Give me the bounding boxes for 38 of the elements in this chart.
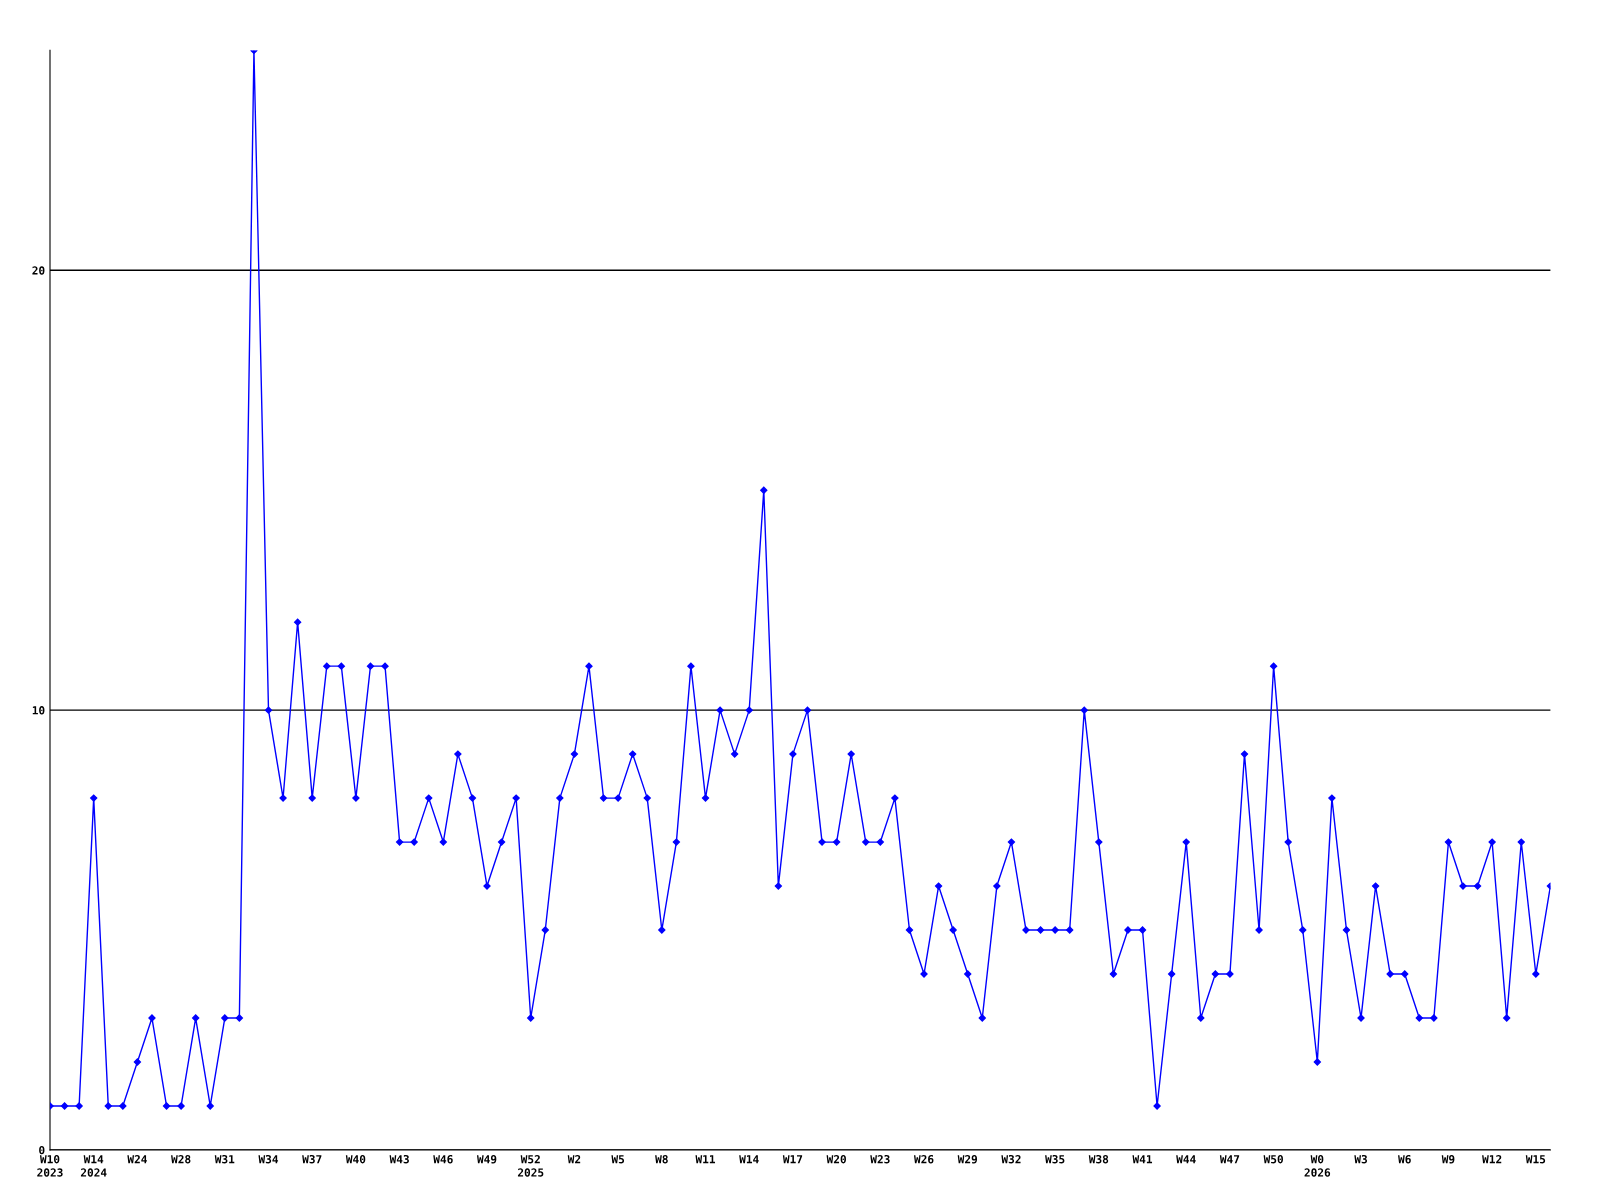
x-tick-label: W28 bbox=[171, 1155, 191, 1164]
x-tick-label: W29 bbox=[957, 1155, 978, 1164]
x-tick-label: W11 bbox=[695, 1155, 716, 1164]
x-tick-label: W0 2026 bbox=[1304, 1155, 1331, 1177]
x-tick-label: W15 bbox=[1525, 1155, 1546, 1164]
x-tick-label: W5 bbox=[611, 1155, 625, 1164]
x-tick-label: W40 bbox=[345, 1155, 366, 1164]
x-tick-label: W31 bbox=[214, 1155, 235, 1164]
x-tick-label: W2 bbox=[567, 1155, 581, 1164]
x-tick-label: W9 bbox=[1441, 1155, 1455, 1164]
x-tick-label: W17 bbox=[782, 1155, 803, 1164]
x-tick-label: W47 bbox=[1219, 1155, 1240, 1164]
x-tick-label: W35 bbox=[1045, 1155, 1065, 1164]
x-tick-label: W34 bbox=[258, 1155, 279, 1164]
x-tick-label: W52 2025 bbox=[517, 1155, 544, 1177]
y-tick-label: 10 bbox=[32, 706, 45, 715]
x-tick-label: W20 bbox=[826, 1155, 846, 1164]
x-tick-label: W10 2023 bbox=[37, 1155, 63, 1177]
x-tick-label: W37 bbox=[302, 1155, 322, 1164]
y-tick-label: 0 bbox=[39, 1145, 45, 1155]
x-tick-label: W26 bbox=[913, 1155, 934, 1164]
x-tick-label: W14 bbox=[739, 1155, 759, 1164]
x-tick-label: W8 bbox=[655, 1155, 668, 1164]
x-tick-label: W49 bbox=[476, 1155, 497, 1164]
x-tick-label: W32 bbox=[1001, 1155, 1021, 1164]
x-tick-label: W43 bbox=[389, 1155, 409, 1164]
x-tick-label: W50 bbox=[1263, 1155, 1283, 1164]
x-tick-label: W12 bbox=[1482, 1155, 1502, 1164]
x-tick-label: W23 bbox=[870, 1155, 890, 1164]
y-tick-label: 20 bbox=[32, 266, 45, 275]
x-tick-label: W46 bbox=[433, 1155, 453, 1164]
x-tick-label: W41 bbox=[1132, 1155, 1153, 1164]
x-tick-label: W3 bbox=[1354, 1155, 1367, 1164]
x-tick-label: W44 bbox=[1176, 1155, 1196, 1164]
x-tick-label: W24 bbox=[127, 1155, 147, 1164]
x-tick-label: W38 bbox=[1088, 1155, 1109, 1164]
x-tick-label: W6 bbox=[1398, 1155, 1411, 1164]
x-tick-label: W14 2024 bbox=[80, 1155, 107, 1177]
